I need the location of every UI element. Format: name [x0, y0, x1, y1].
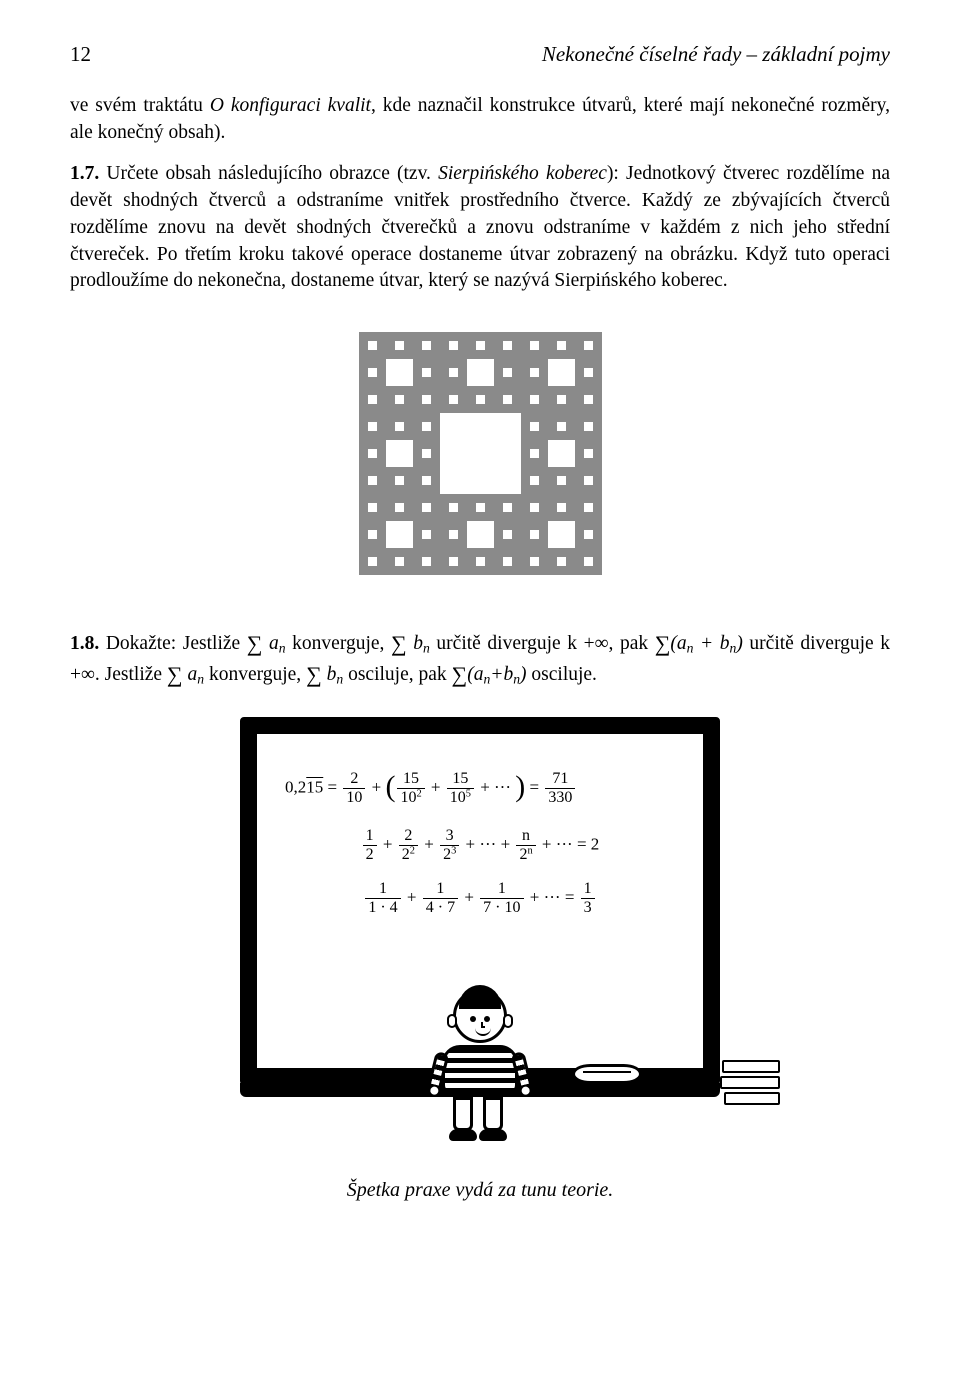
sum-symbol: ∑ [167, 662, 183, 687]
p18-s1: konverguje, [286, 633, 391, 654]
running-head: 12 Nekonečné číselné řady – základní poj… [70, 40, 890, 69]
ex-label-18: 1.8. [70, 633, 99, 654]
boy-figure [425, 989, 535, 1141]
intro-paragraph: ve svém traktátu O konfiguraci kvalit, k… [70, 93, 890, 147]
board-eq-3: 11 · 4 + 14 · 7 + 17 · 10 + ··· = 13 [281, 881, 679, 916]
caption: Špetka praxe vydá za tunu teorie. [70, 1177, 890, 1205]
board-eq-1: 0,215 = 210 + (15102 + 15105 + ··· ) = 7… [281, 768, 679, 809]
sum-symbol: ∑ [306, 662, 322, 687]
intro-a: ve svém traktátu [70, 95, 210, 116]
eraser-icon [572, 1064, 642, 1084]
page-number: 12 [70, 40, 91, 69]
blackboard-illustration: 0,215 = 210 + (15102 + 15105 + ··· ) = 7… [70, 717, 890, 1097]
chapter-title: Nekonečné číselné řady – základní pojmy [542, 40, 890, 69]
intro-title: O konfiguraci kvalit [210, 95, 371, 116]
p17-italic: Sierpińského koberec [438, 163, 607, 184]
exercise-1-7: 1.7. Určete obsah následujícího obrazce … [70, 161, 890, 296]
sum-symbol: ∑ [391, 631, 407, 656]
p18-s4: konverguje, [204, 664, 306, 685]
books-icon [720, 1057, 782, 1105]
p18-prefix: Dokažte: Jestliže [99, 633, 247, 654]
sum-symbol: ∑ [247, 631, 263, 656]
sum-symbol: ∑ [655, 631, 671, 656]
board-eq-2: 12 + 222 + 323 + ··· + n2n + ··· = 2 [281, 828, 679, 863]
p18-s6: osciluje. [527, 664, 597, 685]
sierpinski-carpet-figure [70, 323, 890, 575]
ex-label-17: 1.7. [70, 163, 99, 184]
p18-s5: osciluje, pak [343, 664, 451, 685]
exercise-1-8: 1.8. Dokažte: Jestliže ∑ an konverguje, … [70, 627, 890, 689]
sum-symbol: ∑ [452, 662, 468, 687]
p17-a: Určete obsah následujícího obrazce (tzv. [99, 163, 438, 184]
sierpinski-carpet-grid [359, 332, 602, 575]
p18-s2: určitě diverguje k +∞, pak [430, 633, 655, 654]
